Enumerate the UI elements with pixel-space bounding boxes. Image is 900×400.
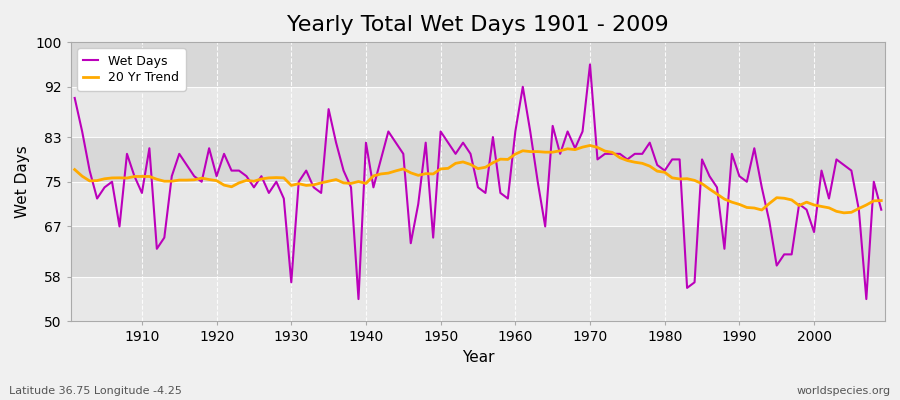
Wet Days: [876, 207, 886, 212]
Wet Days: [69, 96, 80, 100]
Bar: [71, 277, 885, 322]
Bar: [71, 226, 885, 277]
20 Yr Trend: [338, 180, 349, 185]
Bar: [71, 87, 885, 137]
Wet Days: [518, 84, 528, 89]
20 Yr Trend: [510, 152, 521, 156]
20 Yr Trend: [839, 210, 850, 215]
20 Yr Trend: [293, 181, 304, 186]
20 Yr Trend: [607, 150, 617, 155]
Bar: [71, 42, 885, 87]
Wet Days: [615, 152, 626, 156]
20 Yr Trend: [69, 167, 80, 172]
Line: 20 Yr Trend: 20 Yr Trend: [75, 146, 881, 213]
Legend: Wet Days, 20 Yr Trend: Wet Days, 20 Yr Trend: [77, 48, 185, 91]
Wet Days: [129, 174, 140, 178]
Bar: [71, 137, 885, 182]
Text: worldspecies.org: worldspecies.org: [796, 386, 891, 396]
Wet Days: [338, 168, 349, 173]
Line: Wet Days: Wet Days: [75, 64, 881, 299]
20 Yr Trend: [876, 198, 886, 203]
Wet Days: [510, 129, 521, 134]
Title: Yearly Total Wet Days 1901 - 2009: Yearly Total Wet Days 1901 - 2009: [287, 15, 669, 35]
20 Yr Trend: [129, 174, 140, 179]
20 Yr Trend: [585, 143, 596, 148]
X-axis label: Year: Year: [462, 350, 494, 365]
Wet Days: [585, 62, 596, 67]
20 Yr Trend: [502, 157, 513, 162]
Y-axis label: Wet Days: Wet Days: [15, 145, 30, 218]
Bar: [71, 182, 885, 226]
Text: Latitude 36.75 Longitude -4.25: Latitude 36.75 Longitude -4.25: [9, 386, 182, 396]
Wet Days: [293, 179, 304, 184]
Wet Days: [353, 297, 364, 302]
